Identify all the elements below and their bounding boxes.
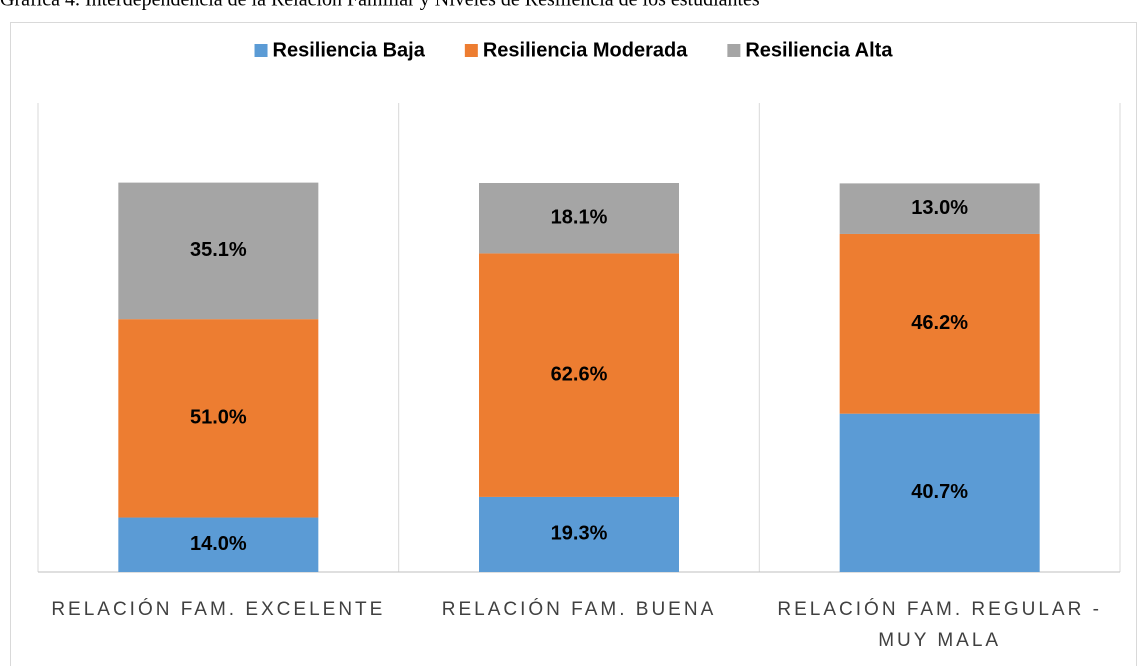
bar-segment [118,319,319,518]
bar-segment [839,413,1040,572]
data-label: 35.1% [190,239,247,261]
bar-segment [118,517,319,572]
data-label: 18.1% [551,206,608,228]
legend-label: Resiliencia Baja [273,39,426,61]
chart-border [10,22,1137,666]
legend: Resiliencia Baja Resiliencia Moderada Resi… [254,39,893,61]
chart-title: Gráfica 4. Interdependencia de la Relaci… [0,0,760,11]
x-tick-label: RELACIÓN FAM. REGULAR -MUY MALA [777,598,1102,651]
data-label: 40.7% [911,481,968,503]
data-label: 51.0% [190,407,247,429]
bar-segment [839,233,1040,414]
x-tick-label: RELACIÓN FAM. EXCELENTE [51,598,385,620]
x-tick-label: RELACIÓN FAM. BUENA [442,598,717,620]
bar-segment [479,183,679,254]
legend-label: Resiliencia Moderada [483,39,688,61]
data-label: 46.2% [911,312,968,334]
bar-segment [479,253,679,497]
bar-segment [839,183,1040,234]
bar-segment [118,182,319,320]
data-label: 13.0% [911,197,968,219]
legend-swatch [254,44,268,57]
data-label: 14.0% [190,533,247,555]
legend-swatch [727,44,741,57]
legend-swatch [464,44,478,57]
bar-segment [479,496,679,572]
data-label: 19.3% [551,523,608,545]
data-label: 62.6% [551,363,608,385]
legend-label: Resiliencia Alta [745,39,893,61]
